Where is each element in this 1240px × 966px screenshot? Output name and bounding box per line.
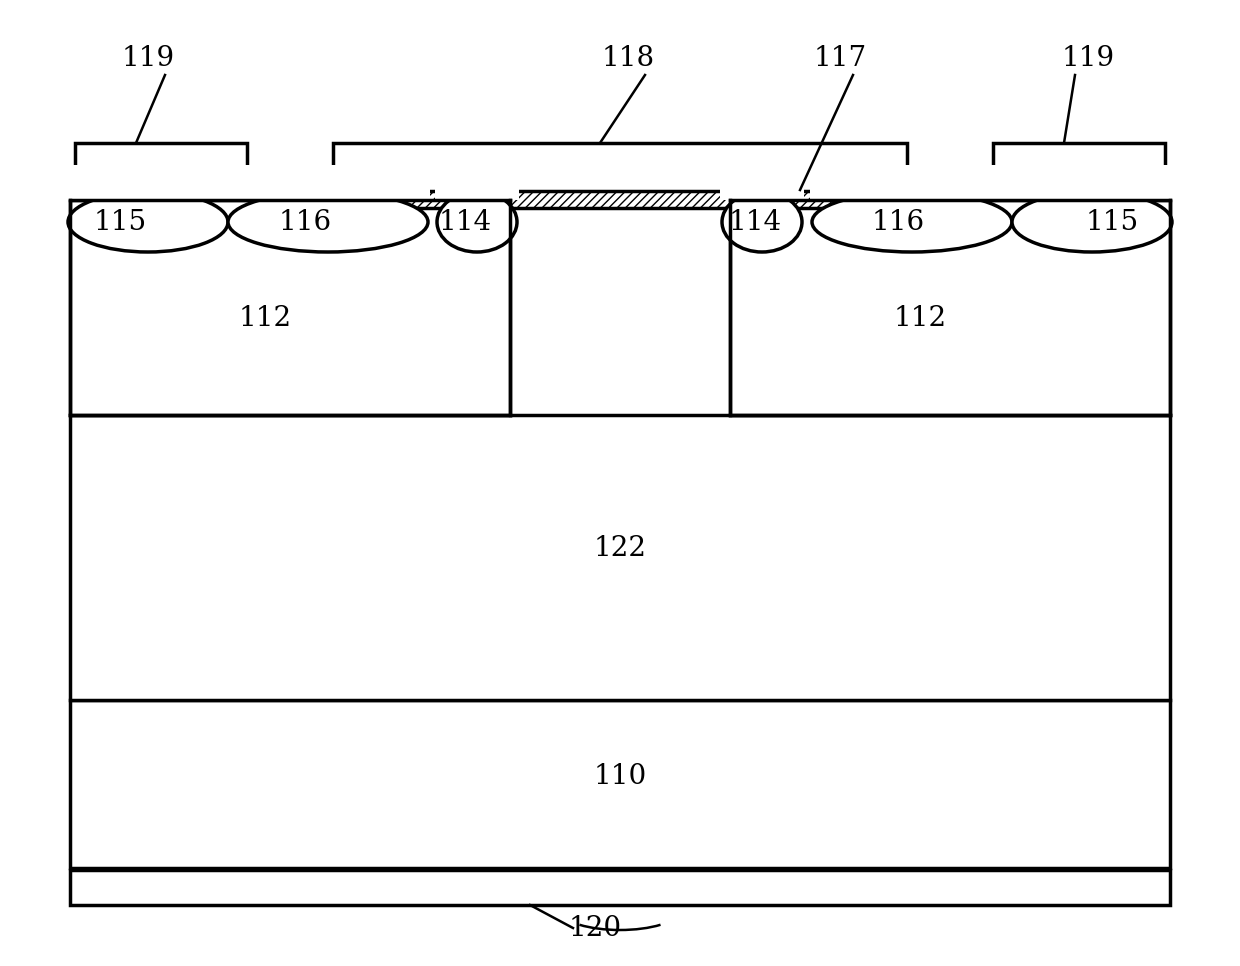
Text: 114: 114 [439, 209, 491, 236]
Bar [69, 870, 1171, 905]
Text: 122: 122 [594, 534, 646, 561]
Ellipse shape [68, 192, 228, 252]
Text: 119: 119 [1061, 44, 1115, 71]
Bar [345, 188, 895, 208]
Bar [66, 165, 229, 200]
Text: 118: 118 [601, 44, 655, 71]
Bar [69, 700, 1171, 868]
Text: 120: 120 [568, 915, 621, 942]
Text: 116: 116 [279, 209, 331, 236]
Bar [810, 165, 1014, 200]
Text: 114: 114 [728, 209, 781, 236]
Text: 115: 115 [1085, 209, 1138, 236]
Bar [730, 200, 1171, 415]
Text: 119: 119 [122, 44, 175, 71]
Ellipse shape [722, 192, 802, 252]
Bar [993, 143, 1166, 191]
Text: 116: 116 [872, 209, 925, 236]
Bar [226, 165, 430, 200]
Text: 112: 112 [238, 304, 291, 331]
Text: 117: 117 [813, 44, 867, 71]
Bar [334, 143, 906, 191]
Bar [69, 415, 1171, 700]
Bar [1011, 165, 1174, 200]
Ellipse shape [1012, 192, 1172, 252]
Text: 115: 115 [93, 209, 146, 236]
Bar [435, 165, 520, 200]
Text: 110: 110 [594, 762, 646, 789]
Ellipse shape [228, 192, 428, 252]
Bar [69, 200, 510, 415]
Text: 112: 112 [894, 304, 946, 331]
Ellipse shape [812, 192, 1012, 252]
Bar [720, 165, 804, 200]
Bar [74, 143, 247, 191]
Ellipse shape [436, 192, 517, 252]
